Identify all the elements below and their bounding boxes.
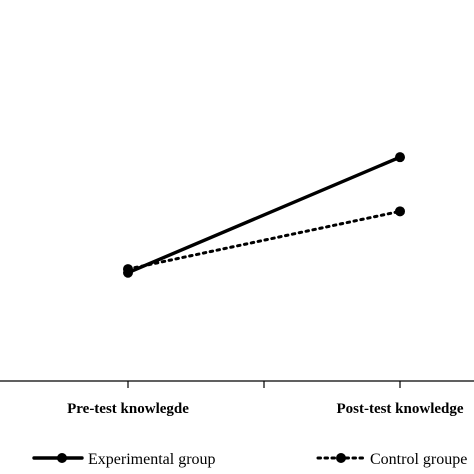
series-line-1 [126, 209, 402, 271]
series-1-point-1 [395, 206, 405, 217]
series-1-point-0 [123, 264, 133, 275]
series-0-point-1 [395, 152, 405, 163]
legend-marker-1 [336, 453, 346, 463]
x-tick-label-0: Pre-test knowlegde [67, 401, 189, 417]
legend-label-0: Experimental group [88, 451, 216, 468]
legend-label-1: Control groupe [370, 451, 467, 468]
x-tick-label-1: Post-test knowledge [336, 401, 463, 417]
series-line-0 [126, 155, 402, 275]
legend-marker-0 [57, 453, 67, 463]
